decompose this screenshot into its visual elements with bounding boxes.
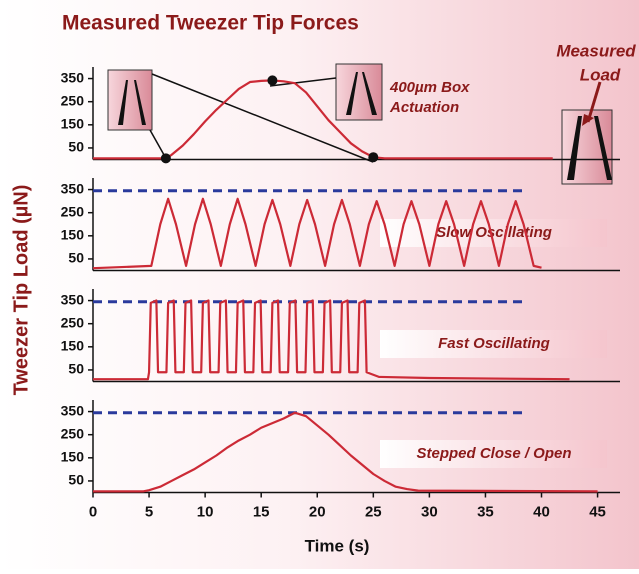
annotation: Slow Oscillating bbox=[436, 224, 552, 241]
chart-title: Measured Tweezer Tip Forces bbox=[62, 12, 359, 35]
annotation: Fast Oscillating bbox=[438, 335, 550, 352]
x-tick-label: 45 bbox=[589, 503, 606, 520]
x-tick-label: 40 bbox=[533, 503, 550, 520]
side-annotation: Load bbox=[580, 65, 621, 84]
data-line bbox=[92, 197, 542, 270]
y-tick-label: 350 bbox=[61, 291, 85, 307]
y-tick-label: 150 bbox=[61, 449, 85, 465]
y-tick-label: 250 bbox=[61, 92, 85, 108]
annotation: Stepped Close / Open bbox=[416, 445, 571, 462]
data-line bbox=[93, 411, 598, 493]
y-tick-label: 150 bbox=[61, 227, 85, 243]
x-tick-label: 0 bbox=[89, 503, 97, 520]
y-tick-label: 50 bbox=[68, 361, 84, 377]
y-tick-label: 250 bbox=[61, 314, 85, 330]
y-tick-label: 150 bbox=[61, 116, 85, 132]
x-tick-label: 35 bbox=[477, 503, 494, 520]
annotation-box bbox=[380, 330, 607, 358]
y-tick-label: 350 bbox=[61, 180, 85, 196]
x-tick-label: 10 bbox=[197, 503, 214, 520]
y-tick-label: 350 bbox=[61, 69, 85, 85]
data-line bbox=[93, 299, 570, 381]
annotation: Actuation bbox=[389, 99, 459, 116]
highlight-point bbox=[160, 153, 171, 164]
y-tick-label: 50 bbox=[68, 139, 84, 155]
highlight-point bbox=[267, 75, 278, 86]
inset-images bbox=[107, 63, 613, 185]
y-axis-label: Tweezer Tip Load (µN) bbox=[10, 185, 32, 396]
x-tick-label: 5 bbox=[145, 503, 153, 520]
x-tick-label: 20 bbox=[309, 503, 326, 520]
y-tick-label: 250 bbox=[61, 425, 85, 441]
annotation-box bbox=[380, 440, 607, 468]
x-tick-label: 25 bbox=[365, 503, 382, 520]
x-axis-label: Time (s) bbox=[305, 536, 370, 555]
annotation: 400µm Box bbox=[389, 79, 470, 96]
x-tick-label: 15 bbox=[253, 503, 270, 520]
side-annotation: Measured bbox=[556, 41, 636, 60]
x-tick-label: 30 bbox=[421, 503, 438, 520]
highlight-point bbox=[368, 152, 379, 163]
y-tick-label: 50 bbox=[68, 472, 84, 488]
y-tick-label: 350 bbox=[61, 402, 85, 418]
y-tick-label: 50 bbox=[68, 250, 84, 266]
y-tick-label: 250 bbox=[61, 203, 85, 219]
y-tick-label: 150 bbox=[61, 338, 85, 354]
